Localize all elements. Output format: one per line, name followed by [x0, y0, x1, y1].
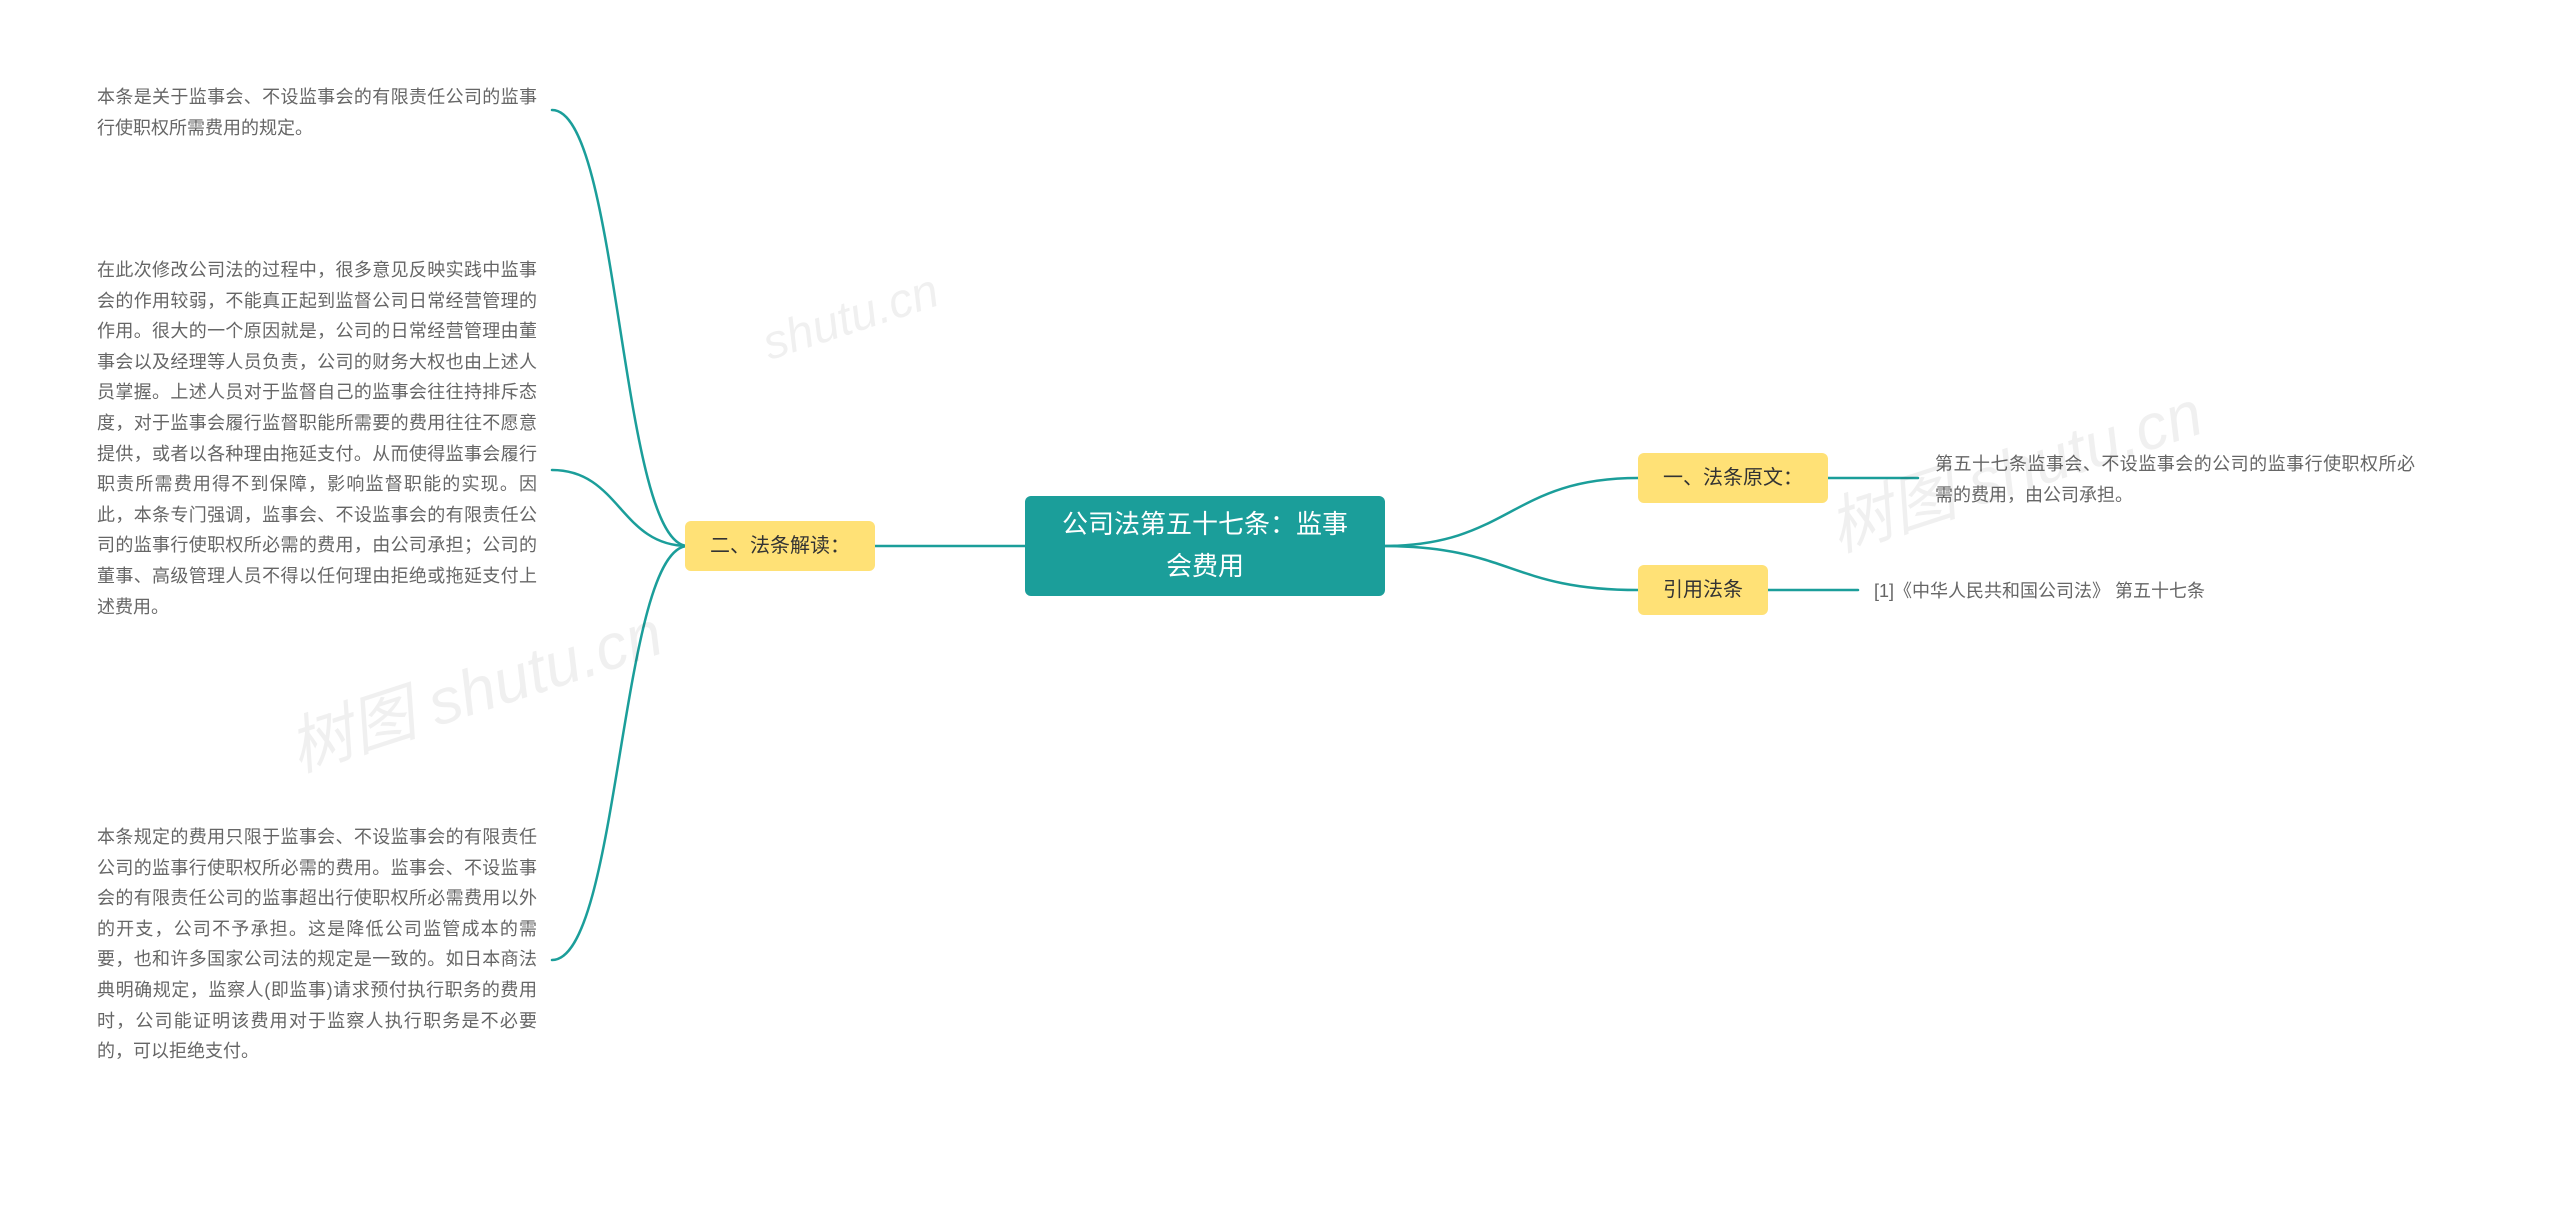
root-text: 公司法第五十七条：监事会费用: [1055, 504, 1355, 587]
leaf-citation: [1]《中华人民共和国公司法》 第五十七条: [1874, 576, 2314, 607]
branch-label: 一、法条原文：: [1663, 462, 1803, 494]
root-node: 公司法第五十七条：监事会费用: [1025, 496, 1385, 596]
leaf-intro: 本条是关于监事会、不设监事会的有限责任公司的监事行使职权所需费用的规定。: [97, 82, 537, 143]
leaf-explain-1: 在此次修改公司法的过程中，很多意见反映实践中监事会的作用较弱，不能真正起到监督公…: [97, 255, 537, 622]
branch-law-original: 一、法条原文：: [1638, 453, 1828, 503]
leaf-original-text: 第五十七条监事会、不设监事会的公司的监事行使职权所必需的费用，由公司承担。: [1935, 449, 2415, 510]
branch-interpretation: 二、法条解读：: [685, 521, 875, 571]
branch-label: 二、法条解读：: [710, 530, 850, 562]
leaf-explain-2: 本条规定的费用只限于监事会、不设监事会的有限责任公司的监事行使职权所必需的费用。…: [97, 822, 537, 1067]
watermark: shutu.cn: [756, 263, 946, 371]
branch-cited-law: 引用法条: [1638, 565, 1768, 615]
branch-label: 引用法条: [1663, 574, 1743, 606]
